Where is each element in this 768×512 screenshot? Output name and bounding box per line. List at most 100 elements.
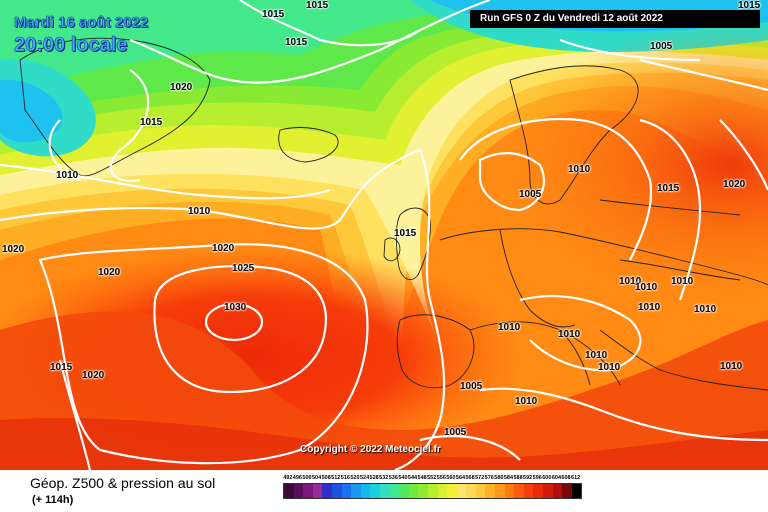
coastlines xyxy=(19,37,768,391)
scale-tick-label: 604 xyxy=(551,475,562,481)
scale-tick-label: 496 xyxy=(292,475,302,481)
scale-tick-label: 528 xyxy=(369,475,379,481)
scale-color-swatch xyxy=(495,484,505,498)
isobar-1010-north xyxy=(48,119,81,182)
isobar-label: 1020 xyxy=(98,267,121,278)
scale-color-swatch xyxy=(552,484,563,498)
scale-tick-label: 548 xyxy=(417,475,427,481)
isobar-label: 1010 xyxy=(568,164,591,175)
scale-color-swatch xyxy=(379,484,390,498)
scale-tick-label: 588 xyxy=(513,475,523,481)
scale-tick-label: 532 xyxy=(379,475,389,481)
scale-tick-label: 524 xyxy=(359,475,370,481)
isobar-label: 1025 xyxy=(232,263,255,274)
isobar-1015-left xyxy=(58,359,92,470)
scale-tick-label: 600 xyxy=(542,475,552,481)
isobar-label: 1010 xyxy=(188,206,211,217)
color-scale-ticks: 492 496 500 504 508 512 516 520 524 528 532 536 540 5… xyxy=(283,475,582,481)
scale-tick-label: 608 xyxy=(561,475,571,481)
isobar-label: 1010 xyxy=(638,302,661,313)
scale-color-swatch xyxy=(370,484,380,498)
scale-color-swatch xyxy=(427,484,438,498)
scale-color-swatch xyxy=(533,484,544,498)
isobar-label: 1005 xyxy=(444,427,467,438)
isobar-label: 1015 xyxy=(285,37,308,48)
scale-tick-label: 596 xyxy=(532,475,542,481)
isobar-1010-west xyxy=(0,163,331,200)
isobar-label: 1010 xyxy=(619,276,642,287)
isobar-label: 1010 xyxy=(515,396,538,407)
isobar-label: 1005 xyxy=(650,41,673,52)
isobar-label: 1005 xyxy=(460,381,483,392)
isobar-label: 1010 xyxy=(671,276,694,287)
isobars xyxy=(0,0,768,470)
geopotential-field xyxy=(0,0,768,470)
scale-color-swatch xyxy=(399,484,409,498)
forecast-local-time: 20:00 locale xyxy=(14,34,128,57)
scale-color-swatch xyxy=(514,484,524,498)
scale-color-swatch xyxy=(341,484,352,498)
scale-color-swatch xyxy=(543,484,553,498)
isobar-1015-west xyxy=(0,148,421,230)
scale-color-swatch xyxy=(303,484,313,498)
lead-time: (+ 114h) xyxy=(32,494,74,506)
scale-tick-label: 516 xyxy=(340,475,350,481)
scale-tick-label: 572 xyxy=(475,475,485,481)
isobar-1020 xyxy=(38,243,369,465)
isobar-1030 xyxy=(204,302,264,342)
isobar-1015-top xyxy=(239,0,421,47)
scale-color-swatch xyxy=(485,484,496,498)
forecast-date: Mardi 16 août 2022 xyxy=(14,14,149,32)
isobar-label: 1010 xyxy=(598,362,621,373)
isobar-label: 1020 xyxy=(2,244,25,255)
scale-color-swatch xyxy=(466,484,476,498)
scale-tick-label: 504 xyxy=(311,475,322,481)
scale-tick-label: 584 xyxy=(503,475,514,481)
isobar-label: 1010 xyxy=(720,361,743,372)
isobar-1010-ne xyxy=(639,58,768,92)
color-scale-bar xyxy=(283,483,583,499)
isobar-label: 1005 xyxy=(519,189,542,200)
scale-color-swatch xyxy=(360,484,371,498)
isobar-1010-balkan xyxy=(519,294,642,372)
isobar-label: 1015 xyxy=(738,0,761,11)
isobar-label: 1015 xyxy=(140,117,163,128)
copyright-notice: Copyright © 2022 Meteociel.fr xyxy=(300,444,441,455)
scale-color-swatch xyxy=(331,484,342,498)
scale-color-swatch xyxy=(284,484,294,498)
scale-tick-label: 564 xyxy=(455,475,466,481)
scale-color-swatch xyxy=(475,484,486,498)
isobar-label: 1020 xyxy=(723,179,746,190)
isobar-label: 1010 xyxy=(558,329,581,340)
scale-tick-label: 544 xyxy=(407,475,418,481)
isobar-label: 1020 xyxy=(170,82,193,93)
scale-tick-label: 536 xyxy=(388,475,398,481)
scale-color-swatch xyxy=(293,484,304,498)
scale-color-swatch xyxy=(447,484,457,498)
scale-tick-label: 568 xyxy=(465,475,475,481)
scale-tick-label: 508 xyxy=(321,475,331,481)
scale-color-swatch xyxy=(504,484,515,498)
scale-tick-label: 580 xyxy=(494,475,504,481)
isobar-1015-ne xyxy=(559,38,701,62)
isobar-1015-eastern xyxy=(639,118,702,301)
scale-tick-label: 612 xyxy=(571,475,581,481)
scale-tick-label: 592 xyxy=(523,475,533,481)
isobar-label: 1010 xyxy=(498,322,521,333)
isobar-label: 1015 xyxy=(306,0,329,11)
scale-color-swatch xyxy=(351,484,361,498)
isobar-label: 1010 xyxy=(694,304,717,315)
isobar-label: 1010 xyxy=(56,170,79,181)
scale-color-swatch xyxy=(571,484,582,498)
isobar-1005-nordic xyxy=(478,151,545,212)
map-footer: Géop. Z500 & pression au sol (+ 114h) 49… xyxy=(0,470,768,512)
isobar-1015-east xyxy=(394,149,446,470)
isobar-1005-south xyxy=(419,434,521,461)
isobar-label: 1015 xyxy=(262,9,285,20)
scale-color-swatch xyxy=(322,484,332,498)
scale-color-swatch xyxy=(437,484,448,498)
z500-band-592-south xyxy=(0,418,768,470)
model-run-banner: Run GFS 0 Z du Vendredi 12 août 2022 xyxy=(470,10,760,28)
scale-tick-label: 512 xyxy=(331,475,341,481)
weather-map: 1015 1015 1015 1015 1005 1020 1015 1010 … xyxy=(0,0,768,470)
